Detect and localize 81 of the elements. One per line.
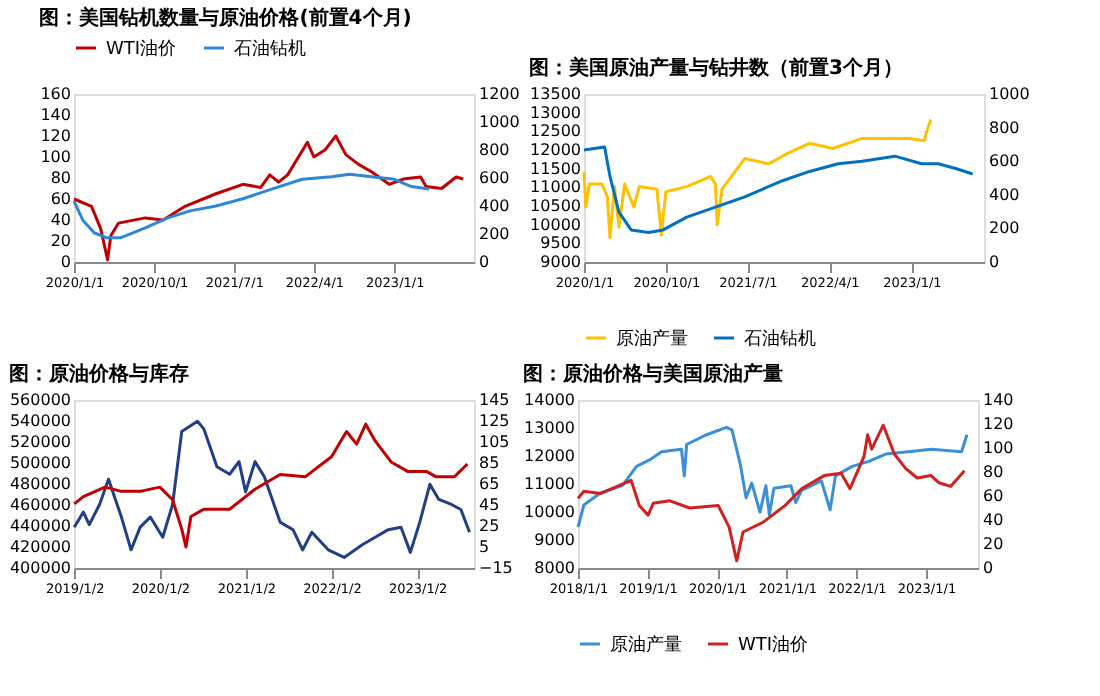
- legend-label: 原油产量: [610, 634, 682, 656]
- legend-label: WTI油价: [106, 38, 177, 60]
- y-tick-label: 460000: [9, 496, 71, 514]
- y-tick-label: 0: [60, 253, 71, 271]
- y-tick-label: 9000: [534, 531, 575, 549]
- y2-tick-label: 0: [989, 253, 1000, 271]
- legend-label: 原油产量: [616, 328, 688, 350]
- line-series: [72, 134, 465, 262]
- y2-tick-label: 400: [989, 185, 1020, 204]
- y-tick-label: 8000: [534, 559, 575, 577]
- y2-tick-label: −15: [479, 559, 513, 577]
- y-tick-label: 13500: [530, 85, 581, 103]
- y2-tick-label: 5: [479, 538, 490, 556]
- y-tick-label: 120: [40, 127, 71, 145]
- y2-tick-label: 80: [983, 463, 1004, 481]
- y-tick-label: 13000: [524, 419, 575, 437]
- y2-tick-label: 45: [479, 496, 500, 514]
- y2-tick-label: 140: [983, 391, 1014, 409]
- y-tick-label: 9000: [540, 253, 581, 271]
- y2-tick-label: 1000: [479, 113, 520, 131]
- y2-tick-label: 200: [479, 225, 510, 243]
- line-series: [582, 145, 975, 234]
- y2-tick-label: 600: [479, 169, 510, 187]
- y-tick-label: 560000: [9, 391, 71, 409]
- y2-tick-label: 400: [479, 197, 510, 215]
- y-tick-label: 14000: [524, 391, 575, 409]
- legend-label: WTI油价: [738, 634, 809, 656]
- line-series: [576, 423, 966, 563]
- y-tick-label: 12000: [524, 447, 575, 465]
- line-series: [72, 172, 431, 240]
- y-tick-label: 11500: [530, 159, 581, 178]
- y2-tick-label: 105: [479, 433, 510, 451]
- y2-tick-label: 1000: [989, 85, 1030, 103]
- y-tick-label: 140: [40, 106, 71, 124]
- y2-tick-label: 1200: [479, 85, 520, 103]
- y2-tick-label: 145: [479, 391, 510, 409]
- y-tick-label: 400000: [9, 559, 71, 577]
- y-tick-label: 540000: [9, 412, 71, 430]
- y2-tick-label: 60: [983, 487, 1004, 505]
- y2-tick-label: 125: [479, 412, 510, 430]
- chart-title: 图：原油价格与库存: [8, 362, 189, 386]
- legend-label: 石油钻机: [234, 38, 306, 60]
- y-tick-label: 160: [40, 85, 71, 103]
- line-series: [576, 425, 969, 529]
- y2-tick-label: 20: [983, 535, 1004, 553]
- y2-tick-label: 25: [479, 517, 500, 535]
- y-tick-label: 11000: [524, 475, 575, 493]
- y-tick-label: 100: [40, 148, 71, 166]
- y-tick-label: 9500: [540, 234, 581, 253]
- y-tick-label: 80: [50, 169, 71, 187]
- y-tick-label: 440000: [9, 517, 71, 535]
- y-tick-label: 10000: [524, 503, 575, 521]
- y-tick-label: 13000: [530, 103, 581, 122]
- y2-tick-label: 0: [479, 253, 490, 271]
- y2-tick-label: 0: [983, 559, 994, 577]
- y2-tick-label: 100: [983, 439, 1014, 457]
- y-tick-label: 520000: [9, 433, 71, 451]
- y-tick-label: 11000: [530, 178, 581, 197]
- y2-tick-label: 800: [989, 118, 1020, 137]
- y-tick-label: 12000: [530, 141, 581, 159]
- y2-tick-label: 600: [989, 152, 1020, 171]
- y2-tick-label: 800: [479, 141, 510, 159]
- y-tick-label: 480000: [9, 475, 71, 493]
- y-tick-label: 12500: [530, 122, 581, 141]
- y-tick-label: 40: [50, 211, 71, 229]
- chart-title: 图：美国钻机数量与原油价格(前置4个月): [39, 6, 412, 30]
- y-tick-label: 20: [50, 232, 71, 250]
- y-tick-label: 10000: [530, 215, 581, 234]
- chart-title: 图：原油价格与美国原油产量: [523, 362, 784, 386]
- y-tick-label: 420000: [9, 538, 71, 556]
- y2-tick-label: 85: [479, 454, 500, 472]
- y-tick-label: 500000: [9, 454, 71, 472]
- legend-label: 石油钻机: [744, 328, 816, 350]
- y-tick-label: 60: [50, 190, 71, 208]
- y-tick-label: 10500: [530, 197, 581, 215]
- y2-tick-label: 200: [989, 219, 1020, 238]
- line-series: [582, 117, 933, 240]
- chart-title: 图：美国原油产量与钻井数（前置3个月）: [529, 56, 904, 80]
- y2-tick-label: 65: [479, 475, 500, 493]
- y2-tick-label: 40: [983, 511, 1004, 529]
- y2-tick-label: 120: [983, 415, 1014, 433]
